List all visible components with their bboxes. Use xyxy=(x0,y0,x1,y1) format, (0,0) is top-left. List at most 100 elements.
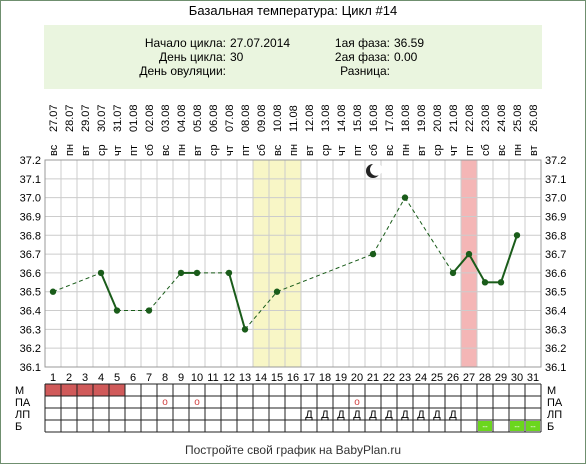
date-label: 04.08 xyxy=(176,104,188,132)
day-number-label: 13 xyxy=(239,372,251,384)
row-label-right: ЛП xyxy=(547,409,562,421)
day-number-label: 2 xyxy=(66,372,72,384)
row-label-right: М xyxy=(547,385,556,397)
day-number-label: 15 xyxy=(271,372,283,384)
date-label: 01.08 xyxy=(128,104,140,132)
day-number-label: 17 xyxy=(303,372,315,384)
lp-mark-day-23: Д xyxy=(401,409,409,421)
series-segment-dashed xyxy=(276,253,374,293)
data-point-day-9 xyxy=(177,269,185,277)
cycle-day-label: День цикла: xyxy=(159,50,226,64)
date-label: 22.08 xyxy=(464,104,476,132)
weekday-label: сб xyxy=(256,144,268,156)
data-point-day-28 xyxy=(481,279,489,286)
pa-mark-day-10: о xyxy=(194,397,200,408)
weekday-label: чт xyxy=(336,145,348,156)
y-tick-label-right: 36.4 xyxy=(545,306,566,318)
plot-border xyxy=(44,159,542,368)
date-label: 06.08 xyxy=(208,104,220,132)
day-number-label: 6 xyxy=(130,372,136,384)
y-tick-label-right: 37.2 xyxy=(545,155,566,167)
series-segment xyxy=(452,253,470,274)
day-number-label: 12 xyxy=(223,372,235,384)
weekday-label: пт xyxy=(352,145,364,156)
weekday-label: пт xyxy=(240,145,252,156)
day-number-label: 27 xyxy=(463,372,475,384)
y-tick-label-left: 37.2 xyxy=(20,155,41,167)
data-point-day-26 xyxy=(449,269,457,277)
pa-mark-day-20: о xyxy=(354,397,360,408)
date-label: 20.08 xyxy=(432,104,444,132)
y-tick-label-right: 36.1 xyxy=(545,362,566,374)
lp-mark-day-19: Д xyxy=(337,409,345,421)
cycle-start-label: Начало цикла: xyxy=(144,36,226,50)
day-number-label: 21 xyxy=(367,372,379,384)
y-tick-label-left: 36.8 xyxy=(20,230,41,242)
day-number-label: 28 xyxy=(479,372,491,384)
day-number-label: 5 xyxy=(114,372,120,384)
weekday-label: пн xyxy=(288,144,300,156)
y-tick-label-left: 37.1 xyxy=(20,174,41,186)
temperature-chart: 36.1 36.1 36.2 36.2 36.3 36.3 36.4 36.4 36.5 36.5… xyxy=(15,104,566,433)
day-number-label: 19 xyxy=(335,372,347,384)
day-number-label: 8 xyxy=(162,372,168,384)
y-tick-label-left: 36.5 xyxy=(20,287,41,299)
series-segment xyxy=(228,272,246,330)
row-label-right: Б xyxy=(547,421,554,433)
day-number-label: 31 xyxy=(527,372,539,384)
date-label: 31.07 xyxy=(112,104,124,132)
b-mark-day-28: -- xyxy=(482,422,488,431)
date-label: 15.08 xyxy=(352,104,364,132)
y-tick-label-left: 36.4 xyxy=(20,306,41,318)
date-label: 07.08 xyxy=(224,104,236,132)
date-label: 18.08 xyxy=(400,104,412,132)
weekday-label: пн xyxy=(512,144,524,156)
b-cell-day-28 xyxy=(478,421,492,431)
y-tick-label-left: 36.9 xyxy=(20,211,41,223)
footer-link[interactable]: Постройте свой график на BabyPlan.ru xyxy=(184,443,402,457)
date-label: 17.08 xyxy=(384,104,396,132)
day-number-label: 14 xyxy=(255,372,267,384)
weekday-label: вт xyxy=(304,145,316,156)
date-label: 13.08 xyxy=(320,104,332,132)
data-point-day-23 xyxy=(401,194,409,201)
date-label: 19.08 xyxy=(416,104,428,132)
red-band-day-27 xyxy=(461,160,477,367)
weekday-label: вс xyxy=(48,144,60,156)
data-point-day-10 xyxy=(193,269,201,277)
data-point-day-12 xyxy=(225,269,233,277)
difference-label: Разница: xyxy=(340,64,390,78)
date-label: 26.08 xyxy=(528,104,540,132)
row-label-left: ЛП xyxy=(15,409,30,421)
y-tick-label-left: 36.2 xyxy=(20,343,41,355)
day-number-label: 1 xyxy=(50,372,56,384)
lp-mark-day-17: Д xyxy=(305,409,313,421)
date-label: 25.08 xyxy=(512,104,524,132)
weekday-label: пт xyxy=(128,145,140,156)
weekday-label: пн xyxy=(176,144,188,156)
date-label: 27.07 xyxy=(48,104,60,132)
date-label: 09.08 xyxy=(256,104,268,132)
y-tick-label-left: 37.0 xyxy=(20,193,41,205)
weekday-label: вс xyxy=(160,144,172,156)
data-point-day-7 xyxy=(145,307,153,314)
day-number-label: 20 xyxy=(351,372,363,384)
series-segment-dashed xyxy=(244,291,278,330)
data-point-day-15 xyxy=(273,288,281,295)
chart-title: Базальная температура: Цикл #14 xyxy=(188,3,398,18)
weekday-label: пн xyxy=(400,144,412,156)
lp-mark-day-20: Д xyxy=(353,409,361,421)
day-number-label: 23 xyxy=(399,372,411,384)
weekday-label: вт xyxy=(192,145,204,156)
yellow-band-day-16 xyxy=(285,160,301,367)
day-number-label: 29 xyxy=(495,372,507,384)
weekday-label: вс xyxy=(384,144,396,156)
day-number-label: 16 xyxy=(287,372,299,384)
b-cell-day-30 xyxy=(510,421,524,431)
weekday-label: ср xyxy=(320,144,332,156)
data-point-day-13 xyxy=(241,326,249,333)
weekday-label: ср xyxy=(432,144,444,156)
date-label: 02.08 xyxy=(144,104,156,132)
date-label: 23.08 xyxy=(480,104,492,132)
date-label: 14.08 xyxy=(336,104,348,132)
